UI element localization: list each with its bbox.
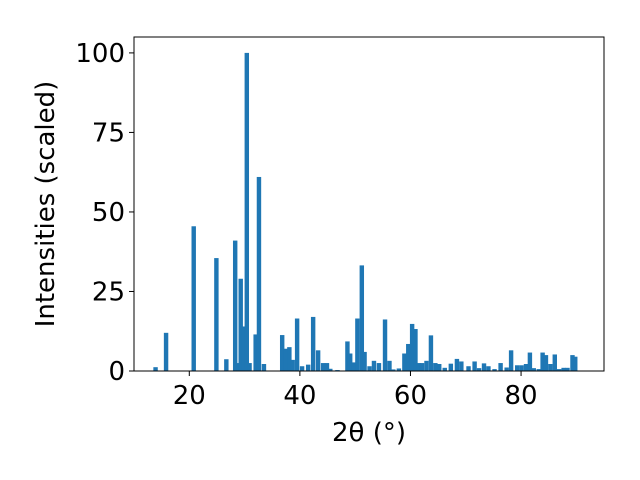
bar bbox=[492, 369, 497, 371]
bar bbox=[552, 354, 557, 371]
bar bbox=[290, 359, 295, 371]
bar bbox=[371, 360, 377, 371]
bar bbox=[570, 355, 575, 371]
bar bbox=[367, 366, 372, 371]
bar bbox=[402, 353, 407, 371]
bar bbox=[536, 369, 541, 371]
y-axis: 0 25 50 75 100 bbox=[75, 39, 134, 387]
bar bbox=[540, 352, 545, 371]
bar bbox=[519, 365, 524, 371]
bar bbox=[359, 265, 365, 371]
bar bbox=[328, 368, 333, 371]
bar bbox=[472, 361, 477, 371]
bar bbox=[324, 363, 330, 371]
bar bbox=[409, 323, 415, 371]
bar bbox=[355, 318, 360, 371]
y-tick-label: 50 bbox=[92, 198, 125, 228]
bar bbox=[244, 52, 250, 372]
bar bbox=[508, 350, 514, 371]
bar bbox=[433, 363, 438, 371]
bar bbox=[476, 368, 482, 371]
bar bbox=[514, 365, 520, 371]
bar bbox=[527, 352, 533, 371]
bar bbox=[376, 363, 382, 371]
bar bbox=[247, 363, 252, 371]
bar bbox=[437, 364, 442, 371]
bar bbox=[347, 353, 353, 371]
bar bbox=[320, 363, 326, 371]
bar bbox=[224, 359, 229, 371]
bar bbox=[548, 364, 553, 371]
bar bbox=[279, 335, 285, 371]
bar bbox=[387, 360, 392, 371]
x-tick-label: 40 bbox=[283, 381, 316, 411]
bar bbox=[504, 367, 509, 371]
x-axis-label: 2θ (°) bbox=[332, 418, 406, 448]
bar bbox=[310, 316, 316, 371]
bar bbox=[573, 356, 578, 371]
bar bbox=[261, 364, 267, 371]
bar bbox=[236, 363, 241, 371]
bar bbox=[305, 364, 311, 371]
bar bbox=[454, 358, 460, 371]
bar bbox=[498, 363, 503, 371]
bar bbox=[362, 351, 367, 371]
bar bbox=[557, 369, 562, 371]
bar bbox=[416, 363, 421, 371]
bar bbox=[241, 326, 247, 371]
bar bbox=[283, 348, 288, 371]
bar bbox=[214, 258, 219, 371]
bar bbox=[424, 360, 429, 371]
bar bbox=[163, 332, 169, 371]
y-axis-label: Intensities (scaled) bbox=[31, 81, 61, 328]
bar bbox=[561, 367, 566, 371]
x-tick-label: 60 bbox=[394, 381, 427, 411]
bar bbox=[153, 367, 158, 371]
bar bbox=[486, 366, 491, 371]
bar bbox=[391, 369, 396, 371]
bar bbox=[543, 355, 549, 371]
bar bbox=[294, 318, 300, 371]
bar bbox=[191, 226, 196, 371]
bar bbox=[448, 363, 454, 371]
y-tick-label: 25 bbox=[92, 277, 125, 307]
bar bbox=[442, 367, 447, 371]
bar bbox=[406, 343, 411, 371]
x-tick-label: 20 bbox=[173, 381, 206, 411]
bars-group bbox=[153, 52, 578, 372]
bar bbox=[232, 240, 238, 371]
bar bbox=[256, 176, 262, 371]
bar bbox=[396, 368, 402, 371]
bar bbox=[382, 319, 388, 371]
x-axis: 20 40 60 80 bbox=[173, 371, 538, 411]
y-tick-label: 0 bbox=[108, 357, 125, 387]
x-tick-label: 80 bbox=[505, 381, 538, 411]
bar bbox=[565, 367, 570, 371]
bar bbox=[531, 368, 536, 371]
plot-frame bbox=[133, 36, 605, 372]
bar bbox=[428, 335, 434, 371]
bar bbox=[287, 347, 292, 371]
bar bbox=[299, 366, 305, 371]
bar bbox=[238, 278, 243, 371]
bar bbox=[466, 366, 471, 371]
bar bbox=[253, 334, 258, 371]
bar bbox=[315, 350, 321, 371]
bar bbox=[481, 363, 487, 371]
bar bbox=[459, 361, 464, 371]
y-tick-label: 100 bbox=[75, 39, 125, 69]
bar bbox=[413, 329, 418, 371]
bar bbox=[419, 363, 425, 371]
bar bbox=[345, 341, 350, 371]
bar bbox=[351, 362, 356, 371]
y-tick-label: 75 bbox=[92, 118, 125, 148]
bar bbox=[523, 364, 529, 371]
